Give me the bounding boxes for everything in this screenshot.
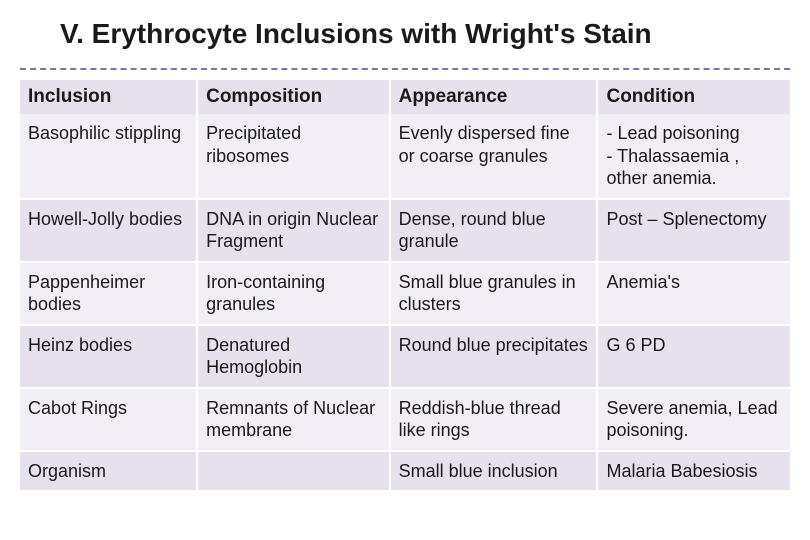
title-divider (20, 68, 790, 70)
col-header-inclusion: Inclusion (20, 80, 197, 114)
cell-inclusion: Pappenheimer bodies (20, 262, 197, 325)
cell-appearance: Evenly dispersed fine or coarse granules (390, 114, 598, 199)
cell-appearance: Dense, round blue granule (390, 199, 598, 262)
slide: V. Erythrocyte Inclusions with Wright's … (0, 0, 810, 540)
table-row: Basophilic stippling Precipitated riboso… (20, 114, 790, 199)
cell-inclusion: Cabot Rings (20, 388, 197, 451)
cell-appearance: Reddish-blue thread like rings (390, 388, 598, 451)
table-row: Pappenheimer bodies Iron-containing gran… (20, 262, 790, 325)
cell-condition: Anemia's (597, 262, 790, 325)
cell-composition: Remnants of Nuclear membrane (197, 388, 390, 451)
cell-inclusion: Howell-Jolly bodies (20, 199, 197, 262)
cell-composition (197, 451, 390, 492)
cell-composition: Precipitated ribosomes (197, 114, 390, 199)
cell-inclusion: Basophilic stippling (20, 114, 197, 199)
cell-appearance: Round blue precipitates (390, 325, 598, 388)
cell-condition: - Lead poisoning - Thalassaemia , other … (597, 114, 790, 199)
col-header-appearance: Appearance (390, 80, 598, 114)
cell-condition: G 6 PD (597, 325, 790, 388)
col-header-composition: Composition (197, 80, 390, 114)
table-header-row: Inclusion Composition Appearance Conditi… (20, 80, 790, 114)
table-row: Organism Small blue inclusion Malaria Ba… (20, 451, 790, 492)
cell-appearance: Small blue granules in clusters (390, 262, 598, 325)
cell-composition: Iron-containing granules (197, 262, 390, 325)
table-row: Heinz bodies Denatured Hemoglobin Round … (20, 325, 790, 388)
cell-condition: Malaria Babesiosis (597, 451, 790, 492)
cell-condition: Post – Splenectomy (597, 199, 790, 262)
table-row: Howell-Jolly bodies DNA in origin Nuclea… (20, 199, 790, 262)
slide-title: V. Erythrocyte Inclusions with Wright's … (20, 18, 790, 68)
table-row: Cabot Rings Remnants of Nuclear membrane… (20, 388, 790, 451)
col-header-condition: Condition (597, 80, 790, 114)
cell-condition: Severe anemia, Lead poisoning. (597, 388, 790, 451)
cell-inclusion: Organism (20, 451, 197, 492)
cell-composition: Denatured Hemoglobin (197, 325, 390, 388)
cell-composition: DNA in origin Nuclear Fragment (197, 199, 390, 262)
cell-inclusion: Heinz bodies (20, 325, 197, 388)
cell-appearance: Small blue inclusion (390, 451, 598, 492)
inclusions-table: Inclusion Composition Appearance Conditi… (20, 80, 790, 492)
